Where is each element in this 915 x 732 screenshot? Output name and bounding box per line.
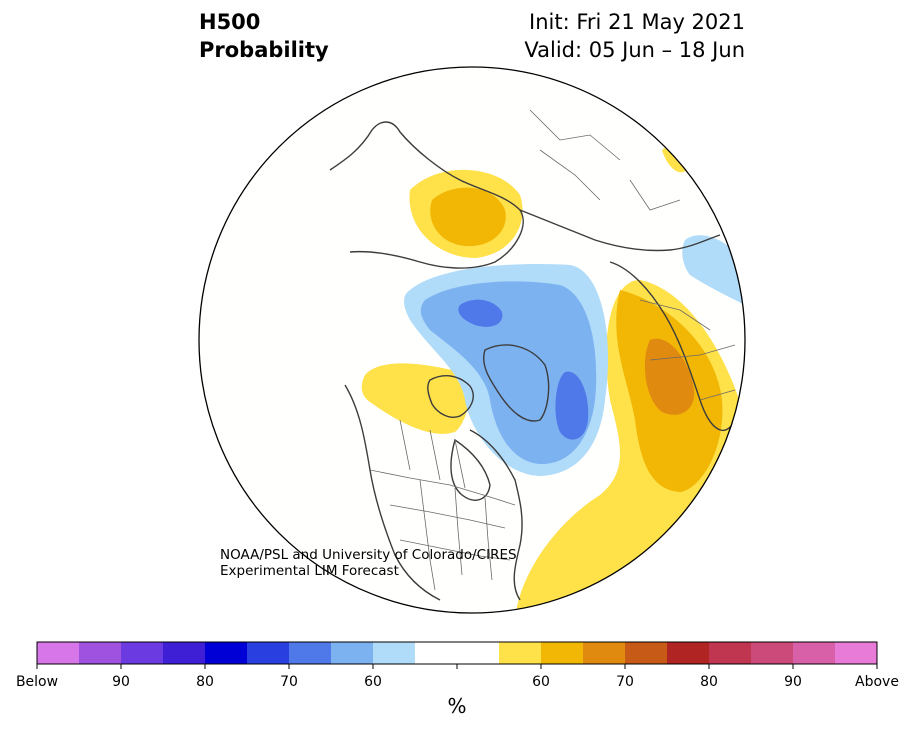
- colorbar-cell: [205, 642, 248, 664]
- coast-north-america-east: [469, 429, 523, 601]
- colorbar-cells: [37, 642, 878, 664]
- colorbar-cell: [415, 642, 458, 664]
- colorbar-ticks: [36, 664, 878, 669]
- credit-line-2: Experimental LIM Forecast: [220, 563, 399, 579]
- border-asia: [639, 299, 736, 401]
- coast-greenland: [483, 344, 550, 422]
- anomaly-below-beaufort: [458, 299, 503, 327]
- colorbar-cell: [289, 642, 332, 664]
- colorbar-tick-label: 70: [280, 674, 298, 690]
- anomaly-below-baffin: [555, 371, 589, 440]
- coast-siberia-east: [609, 261, 736, 432]
- colorbar-cell: [709, 642, 752, 664]
- colorbar-cell: [751, 642, 794, 664]
- coast-canada-arctic: [427, 375, 474, 418]
- map-variable: H500: [199, 10, 261, 34]
- anomaly-above-western-canada: [361, 363, 470, 434]
- colorbar-cell: [457, 642, 500, 664]
- political-borders: [369, 109, 736, 591]
- title-left: H500 Probability: [199, 8, 329, 64]
- coast-hudson-bay: [450, 438, 491, 501]
- colorbar-cell: [499, 642, 542, 664]
- title-right: Init: Fri 21 May 2021 Valid: 05 Jun – 18…: [524, 8, 745, 64]
- coast-north-america-west: [344, 384, 441, 601]
- anomaly-above-siberia-core: [644, 338, 695, 415]
- colorbar-cell: [79, 642, 122, 664]
- colorbar-cell: [667, 642, 710, 664]
- colorbar-cell: [835, 642, 878, 664]
- coast-europe-scandinavia: [329, 121, 524, 269]
- colorbar-cell: [331, 642, 374, 664]
- colorbar-cell: [373, 642, 416, 664]
- credit-text: NOAA/PSL and University of Colorado/CIRE…: [220, 547, 517, 579]
- border-us-canada: [369, 469, 516, 506]
- colorbar-cell: [37, 642, 80, 664]
- colorbar-tick-label: 80: [196, 674, 214, 690]
- anomaly-above-scandinavia-core: [430, 187, 506, 247]
- colorbar-tick-label: 60: [364, 674, 382, 690]
- colorbar-tick-label: 90: [784, 674, 802, 690]
- colorbar-cell: [541, 642, 584, 664]
- coastlines: [329, 121, 736, 601]
- colorbar-unit: %: [447, 694, 467, 718]
- colorbar-tick-label: 80: [700, 674, 718, 690]
- anomaly-below-arctic-mid: [420, 281, 597, 465]
- border-us-states-5: [484, 497, 493, 581]
- map-subtitle: Probability: [199, 38, 329, 62]
- valid-range: Valid: 05 Jun – 18 Jun: [524, 38, 745, 62]
- border-us-states-3: [419, 479, 436, 591]
- colorbar-tick-label: 90: [112, 674, 130, 690]
- colorbar-tick-label: 60: [532, 674, 550, 690]
- colorbar-cell: [247, 642, 290, 664]
- colorbar-cell: [793, 642, 836, 664]
- anomaly-below-east-siberia: [682, 235, 745, 305]
- colorbar-cell: [121, 642, 164, 664]
- border-canada-provinces: [399, 419, 466, 489]
- init-date: Init: Fri 21 May 2021: [529, 10, 745, 34]
- globe-outline: [198, 66, 746, 614]
- colorbar-tick-label: 70: [616, 674, 634, 690]
- credit-line-1: NOAA/PSL and University of Colorado/CIRE…: [220, 547, 517, 563]
- coast-russia-north: [519, 209, 721, 252]
- colorbar-cell: [163, 642, 206, 664]
- border-us-states-4: [454, 487, 463, 576]
- border-europe: [529, 109, 681, 211]
- colorbar-tick-label: Below: [15, 674, 59, 690]
- border-us-states-1: [389, 504, 506, 529]
- colorbar-cell: [583, 642, 626, 664]
- colorbar-cell: [625, 642, 668, 664]
- colorbar: [36, 641, 878, 669]
- colorbar-tick-label: Above: [855, 674, 899, 690]
